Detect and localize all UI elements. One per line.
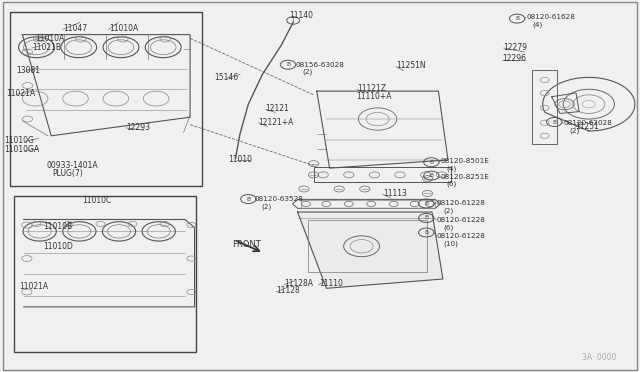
Text: 08120-61228: 08120-61228 [436,233,485,239]
Text: 12296: 12296 [502,54,526,63]
Text: 15146: 15146 [214,73,239,82]
Text: B: B [552,119,556,125]
Text: 13081: 13081 [17,66,41,75]
Text: 11110+A: 11110+A [356,92,391,101]
Text: 11128: 11128 [276,286,300,295]
Text: B: B [424,201,428,206]
Text: (4): (4) [447,165,457,172]
Bar [301,200,435,208]
Text: 11021A: 11021A [19,282,49,291]
Text: 11021A: 11021A [6,89,36,98]
Text: 11128A: 11128A [284,279,313,288]
Text: B: B [515,16,519,21]
Text: (10): (10) [443,240,458,247]
Text: FRONT: FRONT [232,240,260,248]
Text: B: B [424,230,428,235]
Text: B: B [429,160,433,165]
Text: 12121: 12121 [266,104,289,113]
Bar [308,220,427,272]
Text: 08120-8251E: 08120-8251E [440,174,489,180]
Text: (2): (2) [302,69,312,76]
Text: 11121Z: 11121Z [357,84,386,93]
Text: B: B [286,62,290,67]
Text: 11251: 11251 [575,122,598,131]
Text: (2): (2) [443,208,453,214]
Bar [314,167,451,182]
Text: B: B [429,173,433,178]
Text: 12121+A: 12121+A [259,118,294,126]
Text: (2): (2) [261,203,271,210]
Polygon shape [298,212,443,288]
Text: 11047: 11047 [63,24,87,33]
Text: 08156-63028: 08156-63028 [296,62,344,68]
Text: 11010GA: 11010GA [4,145,39,154]
Text: 08120-8501E: 08120-8501E [440,158,489,164]
Text: (4): (4) [532,22,543,28]
Text: (6): (6) [447,181,457,187]
Text: 11113: 11113 [383,189,406,198]
Text: 11010G: 11010G [4,136,34,145]
Bar [10,12,202,186]
Text: 3A· 0000·: 3A· 0000· [582,353,619,362]
Text: 08120-63528: 08120-63528 [255,196,303,202]
Text: 11251N: 11251N [396,61,426,70]
Text: 08120-62028: 08120-62028 [563,120,612,126]
Text: B: B [246,196,250,202]
Text: 08120-61228: 08120-61228 [436,217,485,223]
Text: PLUG(7): PLUG(7) [52,169,83,178]
Text: (2): (2) [570,127,580,134]
Text: 11140: 11140 [289,12,314,20]
Text: (6): (6) [443,224,453,231]
Text: 11021B: 11021B [32,43,61,52]
Text: 08120-61228: 08120-61228 [436,201,485,206]
Text: 11010B: 11010B [44,222,73,231]
Text: 00933-1401A: 00933-1401A [46,161,98,170]
Text: 12279: 12279 [504,43,528,52]
Bar [14,196,196,352]
Text: 11110: 11110 [319,279,342,288]
Text: 11010: 11010 [228,155,252,164]
Text: 11010C: 11010C [82,196,111,205]
Text: 11010A: 11010A [109,24,138,33]
Text: 12293: 12293 [126,123,150,132]
Text: 11010D: 11010D [44,242,74,251]
Text: B: B [424,215,428,221]
Text: 08120-61628: 08120-61628 [526,15,575,20]
Text: 11010A: 11010A [35,34,65,43]
